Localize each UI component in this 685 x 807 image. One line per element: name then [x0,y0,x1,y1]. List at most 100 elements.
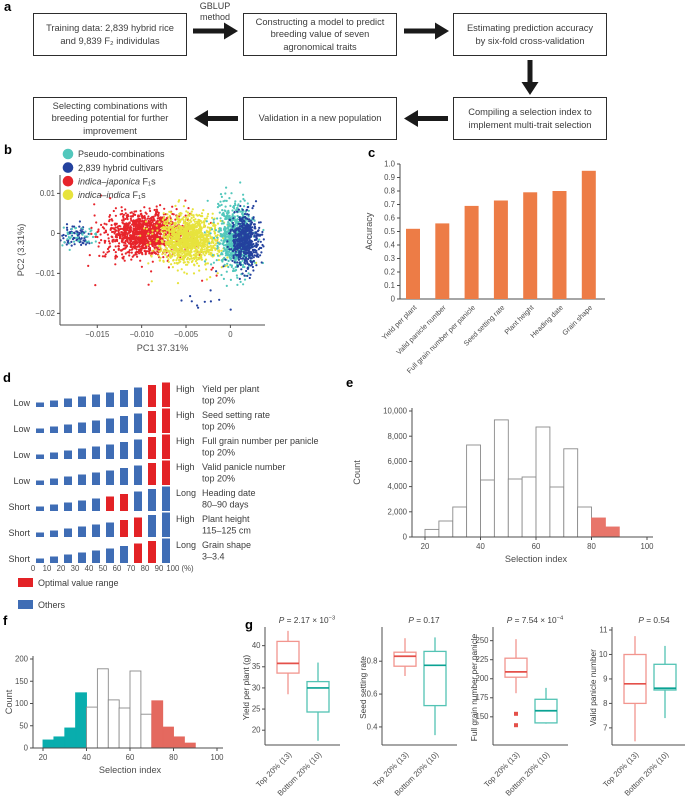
scatter-point [150,216,153,219]
scatter-point [149,232,152,235]
scatter-point [243,254,246,258]
scatter-point [155,240,158,243]
arrow-shaft [193,28,224,34]
scatter-point [246,267,249,270]
scatter-point [68,242,71,245]
scatter-point [185,228,188,231]
arrow-left-icon [194,110,208,127]
x-tick-label: 60 [532,542,541,551]
scatter-point [204,250,207,253]
scatter-point [186,222,189,225]
scatter-point [192,245,195,248]
scatter-point [247,245,250,248]
decile-bar [134,413,142,433]
scatter-point [253,245,256,248]
scatter-point [197,223,200,226]
scatter-point [236,264,239,267]
scatter-point [249,253,252,256]
scatter-point [212,224,215,227]
range-right-label: Long [176,488,196,498]
scatter-point [240,230,243,233]
scatter-point [76,234,79,237]
scatter-point [247,232,250,235]
scatter-point [217,230,220,233]
flow-arrow-icons [193,22,539,127]
scatter-point [257,229,260,232]
scatter-point [242,197,245,201]
decile-bar [148,489,156,511]
arrow-shaft [527,60,533,83]
scatter-point [184,230,187,234]
decile-bar [134,491,142,511]
scatter-point [244,215,247,218]
scatter-point [157,211,160,214]
scatter-point [256,253,259,256]
scatter-point [216,247,219,250]
scatter-point [134,239,137,243]
scatter-point [177,200,180,203]
scatter-point [248,220,251,223]
scatter-point [206,215,209,218]
scatter-point [212,237,215,240]
scatter-point [226,240,229,243]
scatter-point [175,216,178,219]
scatter-point [130,258,133,261]
scatter-point [132,238,135,241]
scatter-point [167,216,170,219]
scatter-point [216,206,219,209]
histogram-bar [493,419,509,538]
scatter-point [230,245,233,248]
scatter-point [187,242,190,245]
flow-box-model: Constructing a model to predict breeding… [243,13,397,56]
scatter-point [177,234,181,237]
scatter-point [81,233,84,236]
y-axis-title: Accuracy [364,212,374,250]
x-tick-label: −0.015 [85,330,110,339]
scatter-point [208,253,211,256]
scatter-point [187,261,190,264]
scatter-point [106,233,109,236]
scatter-point [159,204,162,207]
scatter-point [106,247,110,251]
scatter-point [200,229,203,232]
scatter-point [182,229,186,232]
scatter-point [94,284,97,287]
scatter-point [114,263,117,266]
scatter-point [181,217,184,220]
scatter-point [227,209,230,212]
scatter-point [251,248,254,251]
scatter-point [158,216,161,220]
decile-bar [162,382,170,407]
scatter-point [201,235,204,239]
scatter-point [243,278,247,281]
histogram-bar [173,736,185,749]
legend-label: indica–japonica F₁s [78,176,156,186]
scatter-point [137,231,140,234]
scatter-point [241,242,245,245]
decile-bar [148,437,156,459]
scatter-point [164,228,167,231]
scatter-point [175,208,178,211]
scatter-point [258,238,261,241]
x-tick-label: 40 [85,564,94,573]
scatter-point [218,298,221,301]
scatter-point [203,254,206,257]
scatter-point [262,238,265,241]
scatter-point [99,233,102,236]
scatter-point [210,228,214,231]
decile-bar [78,552,86,563]
scatter-point [89,230,92,233]
trait-range: top 20% [202,396,235,406]
scatter-point [165,255,168,259]
scatter-point [224,210,227,213]
scatter-point [118,224,121,228]
scatter-point [96,235,99,239]
scatter-point [100,223,103,226]
x-tick-label: 80 [169,753,178,762]
scatter-point [90,232,93,235]
scatter-point [225,235,228,238]
y-tick-label: 6,000 [387,457,407,466]
scatter-point [245,269,248,273]
scatter-point [201,233,204,236]
scatter-point [255,251,258,254]
